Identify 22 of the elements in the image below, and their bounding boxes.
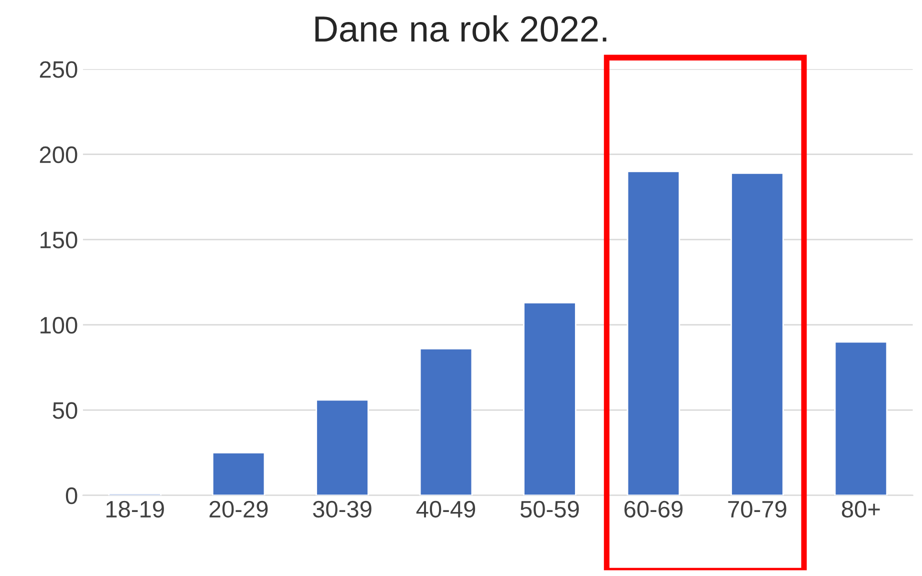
bar (626, 170, 680, 496)
bar (419, 348, 473, 496)
bar (212, 452, 266, 496)
y-tick-label: 250 (40, 61, 78, 78)
y-tick-label: 100 (40, 316, 78, 334)
x-tick-label: 20-29 (210, 500, 268, 518)
bar (523, 302, 576, 496)
y-tick-label: 200 (40, 146, 78, 164)
bar (730, 172, 784, 496)
y-tick-label: 50 (52, 402, 78, 419)
y-tick-label: 0 (66, 487, 78, 504)
x-tick-label: 18-19 (106, 500, 164, 518)
bar (834, 341, 888, 496)
chart-title: Dane na rok 2022. (315, 15, 606, 42)
y-tick-label: 150 (40, 232, 78, 248)
x-tick-label: 50-59 (520, 500, 579, 518)
bar (316, 399, 369, 496)
x-tick-label: 70-79 (728, 500, 786, 518)
x-tick-label: 40-49 (416, 500, 476, 518)
x-tick-label: 30-39 (313, 500, 372, 518)
x-tick-label: 80+ (842, 500, 880, 518)
x-tick-label: 60-69 (624, 500, 683, 518)
